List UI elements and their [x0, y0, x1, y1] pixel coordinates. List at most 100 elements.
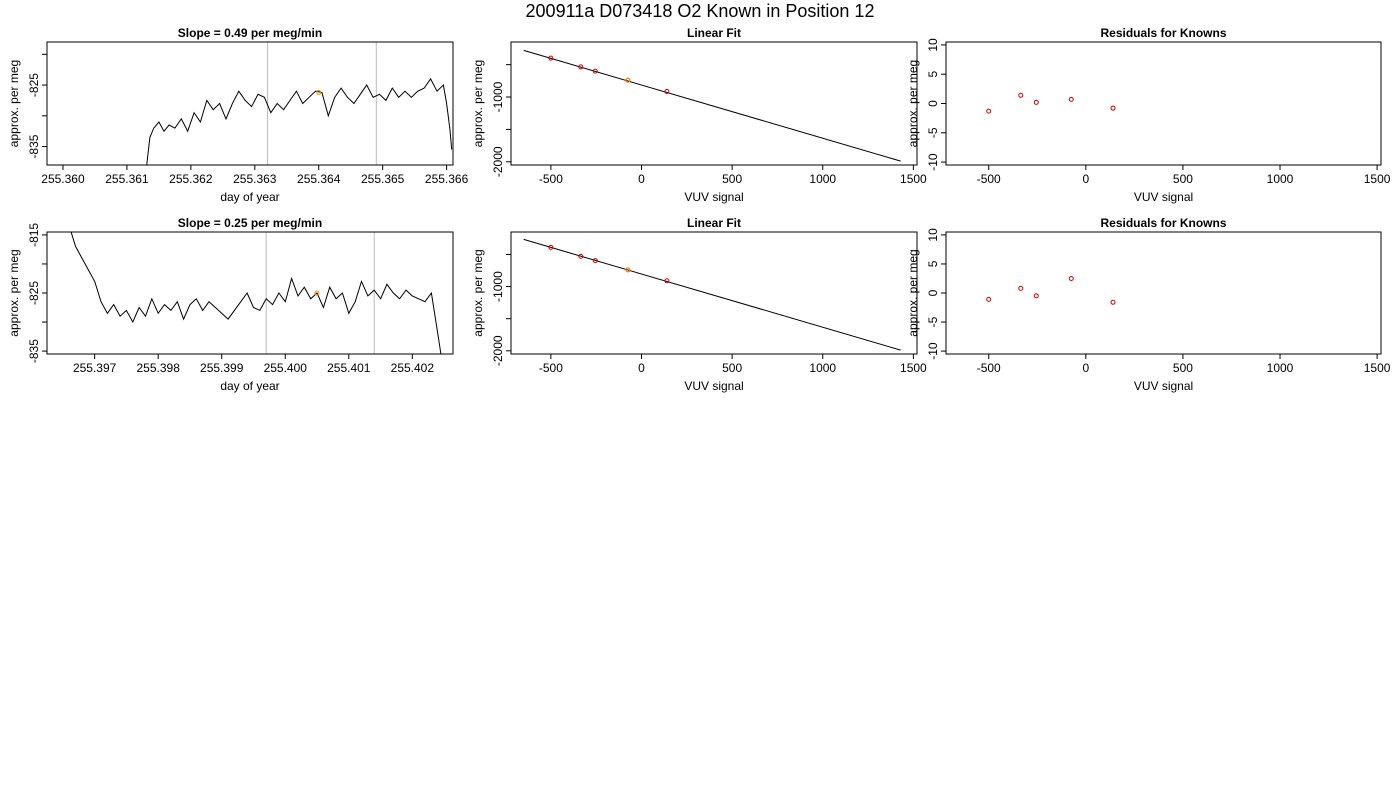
- x-tick-label-linear-fit-top-2: 500: [722, 172, 742, 186]
- x-tick-label-linear-fit-bottom-1: 0: [638, 361, 645, 375]
- known-point-residuals-bottom-0: [986, 296, 992, 302]
- x-tick-label-slope-top-0: 255.360: [41, 172, 85, 186]
- y-tick-label-residuals-top-2: 0: [926, 100, 940, 107]
- chart-title-residuals-bottom: Residuals for Knowns: [1100, 216, 1226, 230]
- x-tick-label-residuals-bottom-4: 1500: [1364, 361, 1391, 375]
- known-point-linear-fit-bottom-1: [578, 253, 584, 259]
- chart-title-linear-fit-top: Linear Fit: [687, 26, 741, 40]
- x-tick-label-residuals-top-3: 1000: [1267, 172, 1294, 186]
- sample-marker-slope-top: [316, 89, 322, 95]
- y-tick-label-residuals-bottom-0: -10: [926, 342, 940, 360]
- y-tick-label-slope-bottom-4: -815: [27, 223, 41, 247]
- chart-title-slope-bottom: Slope = 0.25 per meg/min: [178, 216, 322, 230]
- x-tick-label-slope-top-1: 255.361: [105, 172, 149, 186]
- y-axis-label-residuals-bottom: approx. per meg: [906, 249, 920, 336]
- plot-frame-linear-fit-bottom: [510, 231, 918, 355]
- known-point-residuals-top-0: [986, 108, 992, 114]
- chart-title-residuals-top: Residuals for Knowns: [1100, 26, 1226, 40]
- data-layer-residuals-bottom: [986, 275, 1116, 305]
- data-layer-linear-fit-top: [523, 49, 901, 162]
- x-axis-label-slope-top: day of year: [220, 190, 279, 204]
- trace-line-slope-bottom-0: [70, 232, 442, 354]
- known-point-residuals-top-3: [1068, 96, 1074, 102]
- x-tick-label-linear-fit-bottom-4: 1500: [900, 361, 927, 375]
- x-tick-label-slope-bottom-5: 255.402: [391, 361, 435, 375]
- x-tick-label-linear-fit-bottom-2: 500: [722, 361, 742, 375]
- x-tick-label-linear-fit-bottom-0: -500: [539, 361, 563, 375]
- y-tick-label-residuals-bottom-3: 5: [926, 260, 940, 267]
- data-layer-linear-fit-bottom: [523, 238, 901, 351]
- x-axis-label-residuals-top: VUV signal: [1134, 190, 1193, 204]
- panel-slope-top: Slope = 0.49 per meg/min 255.360 255.361 25…: [7, 26, 469, 204]
- sample-point-linear-fit-bottom: [625, 267, 631, 273]
- chart-title-linear-fit-bottom: Linear Fit: [687, 216, 741, 230]
- panel-linear-fit-top: Linear Fit -500 0 500 1000 1500 -2000 -1000 VUV …: [471, 26, 927, 204]
- x-tick-label-slope-top-5: 255.365: [361, 172, 405, 186]
- known-point-residuals-top-2: [1033, 99, 1039, 105]
- y-tick-label-residuals-top-1: -5: [926, 127, 940, 138]
- x-tick-label-slope-top-4: 255.364: [297, 172, 341, 186]
- data-layer-slope-top: [146, 77, 453, 165]
- y-axis-label-linear-fit-top: approx. per meg: [471, 60, 485, 147]
- x-tick-label-linear-fit-top-1: 0: [638, 172, 645, 186]
- x-axis-label-slope-bottom: day of year: [220, 379, 279, 393]
- panel-linear-fit-bottom: Linear Fit -500 0 500 1000 1500 -2000 -1000 VUV …: [471, 216, 927, 393]
- known-point-linear-fit-top-0: [548, 55, 554, 61]
- data-layer-residuals-top: [986, 92, 1116, 114]
- fit-line-linear-fit-top: [523, 49, 901, 162]
- page-title: 200911a D073418 O2 Known in Position 12: [525, 1, 875, 21]
- x-tick-label-linear-fit-top-3: 1000: [809, 172, 836, 186]
- x-tick-label-slope-bottom-2: 255.399: [200, 361, 244, 375]
- y-tick-label-linear-fit-top-2: -1000: [491, 81, 505, 112]
- panel-residuals-top: Residuals for Knowns -500 0 500 1000 1500 -10 -…: [906, 26, 1391, 204]
- x-tick-label-slope-bottom-0: 255.397: [73, 361, 117, 375]
- plot-frame-residuals-top: [945, 41, 1382, 166]
- x-tick-label-residuals-bottom-3: 1000: [1267, 361, 1294, 375]
- plot-frame-linear-fit-top: [510, 41, 918, 166]
- x-tick-label-slope-bottom-3: 255.400: [264, 361, 308, 375]
- y-tick-label-slope-bottom-2: -825: [27, 281, 41, 305]
- plot-frame-slope-top: [46, 41, 454, 166]
- y-axis-label-residuals-top: approx. per meg: [906, 60, 920, 147]
- y-tick-label-residuals-top-3: 5: [926, 71, 940, 78]
- known-point-linear-fit-bottom-2: [592, 258, 598, 264]
- x-axis-label-linear-fit-bottom: VUV signal: [684, 379, 743, 393]
- y-axis-label-slope-top: approx. per meg: [7, 60, 21, 147]
- x-tick-label-slope-bottom-4: 255.401: [327, 361, 371, 375]
- known-point-residuals-bottom-4: [1110, 299, 1116, 305]
- x-tick-label-residuals-top-1: 0: [1082, 172, 1089, 186]
- known-point-residuals-bottom-1: [1018, 285, 1024, 291]
- y-tick-label-linear-fit-bottom-0: -2000: [491, 335, 505, 366]
- plot-frame-slope-bottom: [46, 231, 454, 355]
- known-point-linear-fit-bottom-4: [664, 278, 670, 284]
- x-tick-label-residuals-top-4: 1500: [1364, 172, 1391, 186]
- x-axis-label-linear-fit-top: VUV signal: [684, 190, 743, 204]
- y-tick-label-linear-fit-top-0: -2000: [491, 146, 505, 177]
- x-tick-label-slope-top-2: 255.362: [169, 172, 213, 186]
- y-tick-label-residuals-bottom-4: 10: [926, 228, 940, 242]
- known-point-linear-fit-top-2: [592, 68, 598, 74]
- known-point-linear-fit-top-1: [578, 64, 584, 70]
- y-tick-label-residuals-top-4: 10: [926, 38, 940, 52]
- known-point-residuals-bottom-2: [1033, 293, 1039, 299]
- y-tick-label-linear-fit-bottom-2: -1000: [491, 271, 505, 302]
- known-point-residuals-top-1: [1018, 92, 1024, 98]
- x-axis-label-residuals-bottom: VUV signal: [1134, 379, 1193, 393]
- y-tick-label-slope-top-2: -825: [27, 73, 41, 97]
- known-point-linear-fit-top-4: [664, 89, 670, 95]
- sample-marker-slope-bottom: [314, 290, 320, 296]
- y-axis-label-linear-fit-bottom: approx. per meg: [471, 249, 485, 336]
- y-tick-label-residuals-bottom-2: 0: [926, 289, 940, 296]
- panel-slope-bottom: Slope = 0.25 per meg/min 255.397 255.398 25…: [7, 216, 454, 393]
- x-tick-label-linear-fit-top-4: 1500: [900, 172, 927, 186]
- trace-line-slope-top-0: [146, 77, 453, 165]
- y-tick-label-residuals-bottom-1: -5: [926, 316, 940, 327]
- y-axis-label-slope-bottom: approx. per meg: [7, 249, 21, 336]
- plot-frame-residuals-bottom: [945, 231, 1382, 355]
- x-tick-label-slope-top-3: 255.363: [233, 172, 277, 186]
- x-tick-label-slope-top-6: 255.366: [425, 172, 469, 186]
- x-tick-label-linear-fit-top-0: -500: [539, 172, 563, 186]
- fit-line-linear-fit-bottom: [523, 238, 901, 351]
- x-tick-label-linear-fit-bottom-3: 1000: [809, 361, 836, 375]
